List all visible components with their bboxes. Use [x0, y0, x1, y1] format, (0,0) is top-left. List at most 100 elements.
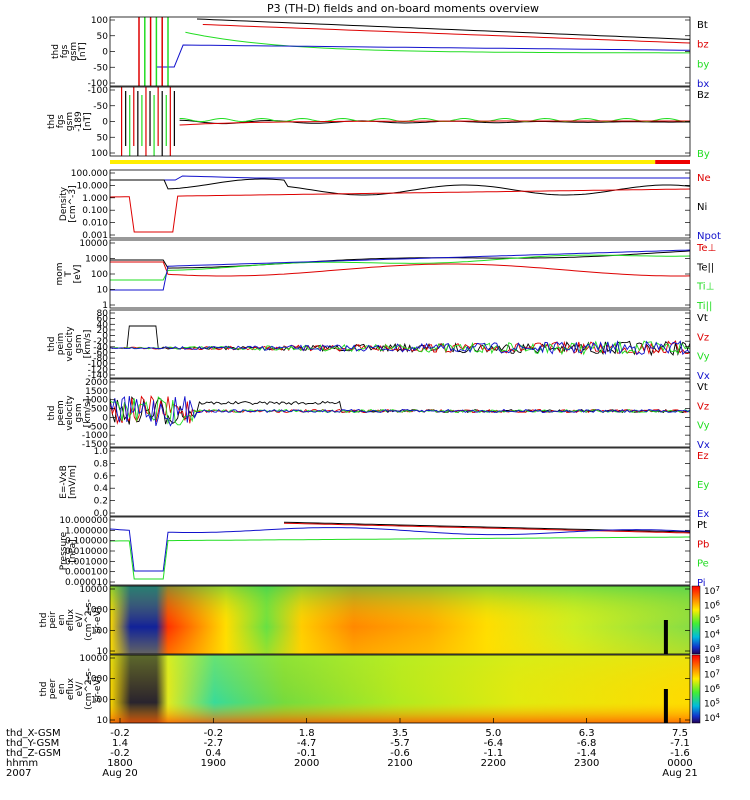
x-tick-label: Aug 20: [102, 768, 137, 779]
legend-entry: Vt: [697, 382, 708, 393]
colorbar-label: 107: [704, 669, 720, 681]
legend-entry: Vy: [697, 421, 710, 432]
x-tick-label: 2200: [481, 758, 506, 769]
y-tick-label: 0: [102, 118, 108, 128]
y-tick-label: 0.6: [94, 472, 109, 482]
y-axis-label: E=-VxB[mV/m]: [59, 465, 78, 499]
y-tick-label: 0.010: [82, 219, 108, 229]
y-axis-label: thdpeemvelocitygsm[km/s]: [47, 395, 93, 431]
y-tick-label: 1.000000: [65, 526, 108, 536]
status-bar-red: [655, 160, 690, 164]
panel-10: 108 107 106 105 104 10000 1000 100 10 thdpeerenef…: [39, 654, 720, 726]
y-tick-label: 10.000000: [59, 516, 108, 526]
legend-entry: Ti||: [696, 301, 712, 312]
colorbar: 108 107 106 105 104: [692, 654, 720, 724]
panel-frame: [110, 517, 690, 585]
y-tick-label: -50: [93, 63, 108, 73]
panel-4: 10000 1000 100 10 1 momT[eV] Te⊥ Te|| Ti⊥ Ti||: [55, 239, 716, 312]
x-axis-layer: thd_X-GSMthd_Y-GSMthd_Z-GSMhhmm2007-0.21…: [6, 718, 698, 779]
colorbar-label: 106: [704, 683, 720, 695]
series-pe-line: [110, 537, 690, 579]
colorbar-label: 105: [704, 698, 720, 710]
series-bz-line: [203, 25, 690, 44]
y-tick-label: 100: [91, 149, 108, 159]
y-tick-label: 0.4: [94, 484, 109, 494]
legend-entry: Vt: [697, 313, 708, 324]
colorbar-label: 108: [704, 654, 720, 666]
colorbar-label: 104: [704, 712, 720, 724]
colorbar-label: 107: [704, 585, 720, 597]
series-npot-line: [110, 176, 690, 180]
y-tick-label: 10: [97, 286, 109, 296]
legend-entry: Ti⊥: [696, 282, 714, 293]
legend-entry: Vy: [697, 352, 710, 363]
y-axis-label: thdfgsgsm[nT]: [51, 42, 88, 61]
legend-entry: Vz: [697, 332, 709, 343]
legend-entry: By: [697, 149, 710, 160]
legend-entry: Pe: [697, 559, 709, 570]
panel-1: 100 50 0 -50 -100 thdfgsgsm[nT] Bt bz by bx: [51, 16, 709, 90]
y-tick-label: 100: [91, 270, 108, 280]
y-tick-label: 10.000: [77, 181, 109, 191]
y-tick-label: 0.100: [82, 206, 108, 216]
spectrogram-overlay: [110, 655, 690, 723]
y-tick-label: 100: [91, 16, 108, 26]
panel-frame: [110, 448, 690, 516]
series-v0-line: [110, 326, 690, 355]
panel-frame: [110, 240, 690, 308]
y-tick-label: 100.000: [71, 169, 108, 179]
y-tick-label: 1000: [85, 255, 108, 265]
series-pt-line: [284, 522, 690, 532]
panel-8: 10.0000001.0000000.1000000.0100000.00100…: [59, 516, 709, 589]
y-axis-label: momT[eV]: [55, 262, 83, 285]
legend-entry: Ni: [697, 202, 707, 213]
y-tick-label: 10000: [79, 239, 108, 249]
y-tick-label: 50: [97, 32, 109, 42]
colorbar-label: 106: [704, 600, 720, 612]
y-tick-label: -50: [93, 102, 108, 112]
x-tick-label: 2000: [294, 758, 319, 769]
legend-entry: Bt: [697, 20, 708, 31]
spectrogram-overlay: [110, 586, 690, 654]
panel-7: 1.0 0.8 0.6 0.4 0.2 0.0 E=-VxB[mV/m] Ez Ey Ex: [59, 447, 709, 520]
y-tick-label: 0.000100: [65, 568, 108, 578]
panel-2: -100 -50 0 50 100 thdfgsgsm-189[nT] Bz By: [47, 86, 710, 164]
legend-entry: Ey: [697, 480, 709, 491]
panel-9: 107 106 105 104 103 10000 1000 100 10 thdpeirenef…: [39, 585, 720, 657]
y-axis-label: thdpeimvelocitygsm[km/s]: [47, 326, 93, 362]
legend-entry: Bz: [697, 90, 709, 101]
series-pi-line: [110, 528, 690, 571]
y-tick-label: 0.2: [94, 497, 108, 507]
colorbar-label: 105: [704, 614, 720, 626]
data-gap: [664, 620, 668, 654]
legend-entry: bz: [697, 40, 709, 51]
y-tick-label: 50: [97, 133, 109, 143]
panel-3: 100.00010.0001.0000.1000.0100.001Density…: [59, 169, 721, 242]
legend-entry: Ne: [697, 173, 711, 184]
data-gap: [664, 689, 668, 723]
series-ne-line: [110, 189, 690, 232]
legend-entry: Vz: [697, 401, 709, 412]
legend-entry: Pt: [697, 520, 707, 531]
y-tick-label: 10000: [79, 585, 108, 595]
legend-entry: Vx: [697, 371, 710, 382]
y-axis-label: thdpeerenefluxeV/(cm^2-s-sr-eV): [39, 668, 103, 710]
y-tick-label: 1.000: [82, 194, 108, 204]
y-tick-label: 0: [102, 48, 108, 58]
legend-entry: Ez: [697, 451, 709, 462]
x-tick-label: 2300: [574, 758, 599, 769]
series-bt-line: [197, 19, 690, 39]
y-tick-label: 0.8: [94, 459, 109, 469]
legend-entry: Pb: [697, 539, 709, 550]
panel-frame: [110, 170, 690, 238]
x-tick-label: 1900: [201, 758, 226, 769]
plot-title: P3 (TH-D) fields and on-board moments ov…: [267, 2, 539, 15]
legend-entry: Te||: [696, 262, 714, 273]
y-tick-label: 1.0: [94, 447, 109, 457]
colorbar-label: 104: [704, 629, 720, 641]
legend-entry: by: [697, 59, 709, 70]
series-bx-line: [156, 45, 690, 67]
